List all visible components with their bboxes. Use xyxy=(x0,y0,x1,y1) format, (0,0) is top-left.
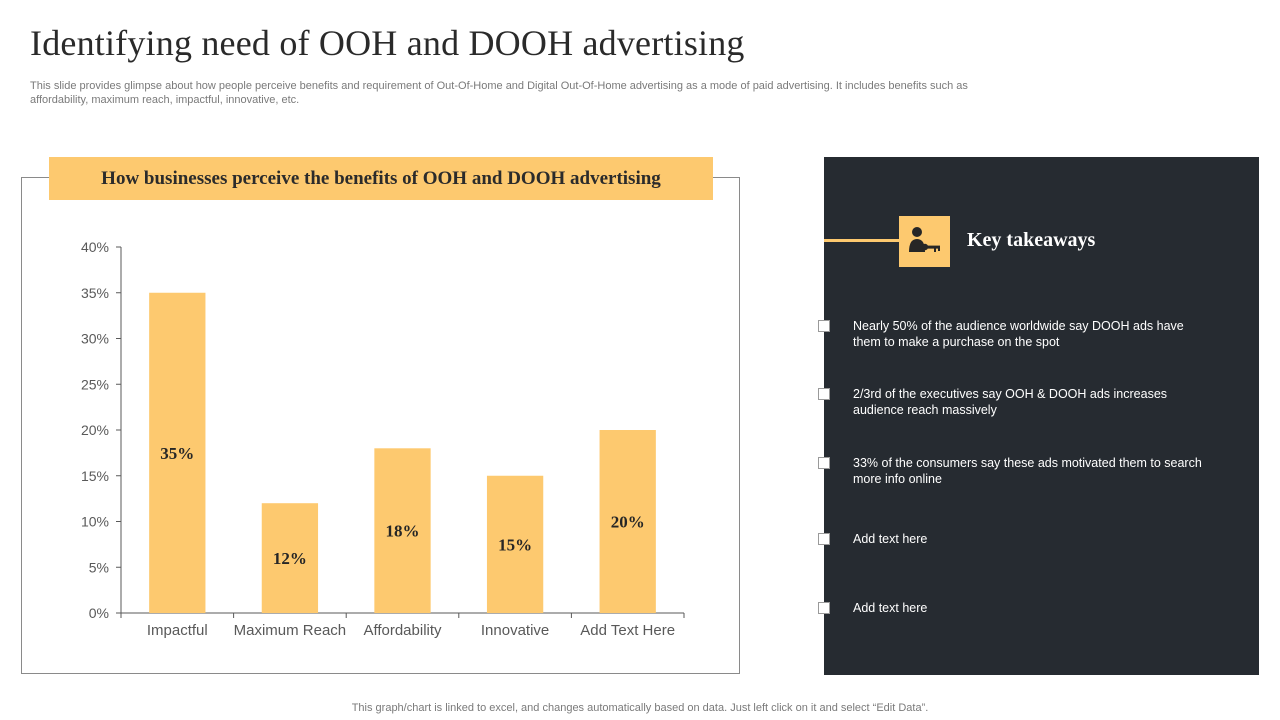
key-person-icon-glyph xyxy=(908,226,940,252)
takeaway-text: Add text here xyxy=(853,532,928,546)
takeaway-checkbox[interactable] xyxy=(818,602,830,614)
data-label: 15% xyxy=(498,535,532,554)
takeaway-item: 33% of the consumers say these ads motiv… xyxy=(818,455,1218,487)
bar xyxy=(486,475,544,613)
panel-accent-line xyxy=(824,239,900,242)
takeaway-item: Nearly 50% of the audience worldwide say… xyxy=(818,318,1218,350)
data-label: 18% xyxy=(386,522,420,541)
category-label: Add Text Here xyxy=(580,622,675,639)
bar xyxy=(599,430,656,613)
takeaway-text: 33% of the consumers say these ads motiv… xyxy=(853,456,1202,486)
category-label: Affordability xyxy=(363,622,442,639)
y-tick-label: 10% xyxy=(81,514,109,530)
data-label: 35% xyxy=(160,444,194,463)
takeaway-text: Add text here xyxy=(853,601,928,615)
y-tick-label: 30% xyxy=(81,331,109,347)
takeaway-item: 2/3rd of the executives say OOH & DOOH a… xyxy=(818,386,1218,418)
takeaway-checkbox[interactable] xyxy=(818,388,830,400)
category-label: Innovative xyxy=(481,622,549,639)
y-tick-label: 15% xyxy=(81,468,109,484)
y-tick-label: 35% xyxy=(81,285,109,301)
bar xyxy=(149,292,206,613)
y-tick-label: 5% xyxy=(89,559,109,575)
key-takeaways-title: Key takeaways xyxy=(967,229,1096,251)
takeaway-item: Add text here xyxy=(818,600,1218,616)
takeaway-checkbox[interactable] xyxy=(818,533,830,545)
y-tick-label: 40% xyxy=(81,239,109,255)
key-takeaways-panel xyxy=(824,157,1259,675)
key-person-icon xyxy=(899,216,950,267)
y-tick-label: 25% xyxy=(81,376,109,392)
footer-note: This graph/chart is linked to excel, and… xyxy=(351,702,929,714)
data-label: 20% xyxy=(611,513,645,532)
category-label: Maximum Reach xyxy=(234,622,347,639)
takeaway-checkbox[interactable] xyxy=(818,457,830,469)
page-title: Identifying need of OOH and DOOH adverti… xyxy=(30,23,745,63)
chart-header: How businesses perceive the benefits of … xyxy=(49,157,713,200)
y-tick-label: 0% xyxy=(89,605,109,621)
y-tick-label: 20% xyxy=(81,422,109,438)
takeaway-text: 2/3rd of the executives say OOH & DOOH a… xyxy=(853,387,1168,417)
takeaway-checkbox[interactable] xyxy=(818,320,830,332)
page-subtitle: This slide provides glimpse about how pe… xyxy=(30,80,968,106)
data-label: 12% xyxy=(273,549,307,568)
bar xyxy=(261,503,319,613)
takeaway-text: Nearly 50% of the audience worldwide say… xyxy=(853,319,1184,349)
bar xyxy=(374,448,431,613)
bar-chart[interactable]: 0% 5% 10% 15% 20% 25% 30% 35% 40% 35% Impactful 12%… xyxy=(21,200,740,670)
takeaway-item: Add text here xyxy=(818,531,1218,547)
category-label: Impactful xyxy=(147,622,208,639)
